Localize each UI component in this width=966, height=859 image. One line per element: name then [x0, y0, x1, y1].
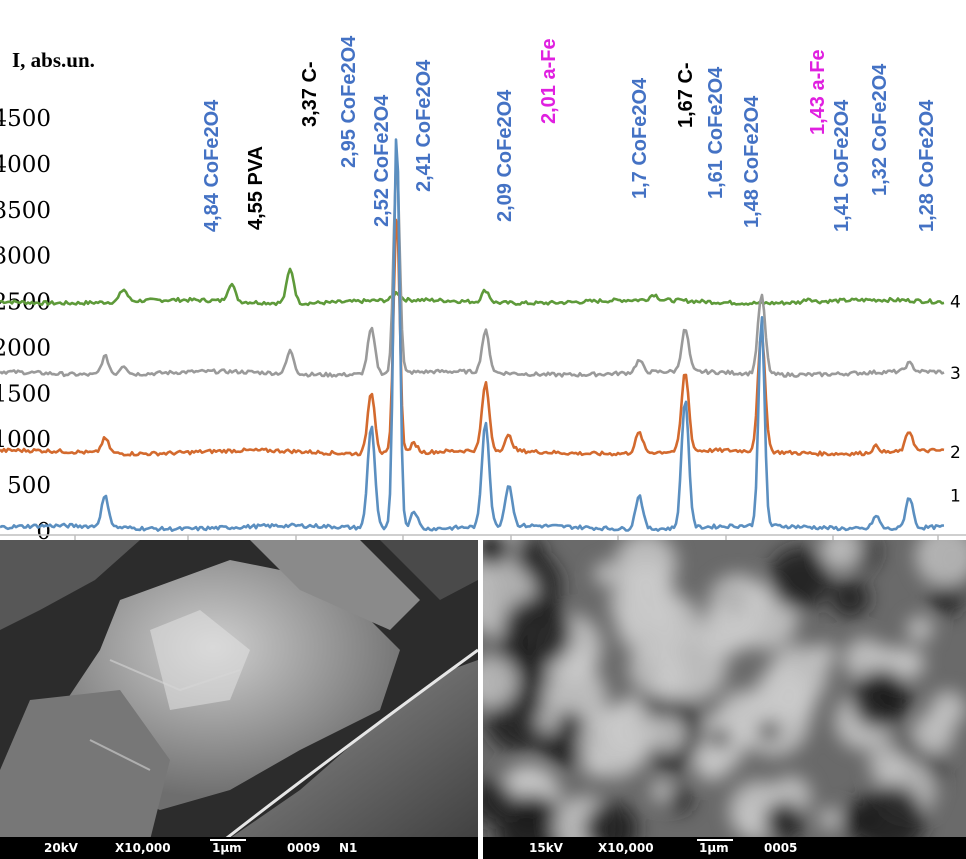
peak-label: 1,32 CoFe2O4 — [869, 63, 891, 196]
sem-particle — [483, 540, 511, 567]
sem-particle — [844, 638, 886, 680]
sem-magnification: X10,000 — [115, 841, 171, 855]
peak-label: 3,37 C- — [299, 61, 321, 127]
sem-info-bar-right: 15kV X10,000 1µm 0005 — [483, 837, 966, 859]
y-axis-ticks: 050010001500200025003000350040004500 — [0, 106, 51, 540]
y-tick-label: 4500 — [0, 106, 51, 132]
sem-particle — [769, 548, 831, 610]
sem-particle — [698, 607, 748, 657]
sem-image-left: 20kV X10,000 1µm 0009 N1 — [0, 540, 478, 859]
sem-particle — [759, 721, 779, 741]
sem-particle — [649, 715, 687, 753]
sem-particle — [710, 728, 730, 748]
y-axis-label: I, abs.un. — [12, 48, 95, 72]
sem-particle — [764, 801, 804, 841]
series-line-2 — [0, 218, 945, 457]
sem-magnification: X10,000 — [598, 841, 654, 855]
sem-particle — [536, 709, 560, 733]
peak-label: 2,01 a-Fe — [538, 38, 560, 124]
series-number-label: 1 — [950, 486, 961, 506]
sem-particle — [819, 808, 841, 830]
sem-image-number: 0005 — [764, 841, 798, 855]
sem-particle — [483, 779, 514, 823]
sem-particle — [831, 579, 869, 617]
sem-right-picture — [483, 540, 966, 859]
sem-particle — [502, 597, 572, 667]
peak-label: 1,43 a-Fe — [807, 49, 829, 135]
sem-scale-label: 1µm — [212, 841, 242, 855]
series-line-3 — [0, 164, 945, 378]
sem-particle — [651, 666, 687, 702]
sem-particle — [812, 643, 836, 667]
series-line-4 — [0, 267, 945, 307]
sem-particle — [565, 649, 597, 681]
sem-left-picture — [0, 540, 478, 859]
sem-particle — [869, 744, 907, 782]
y-tick-label: 500 — [7, 473, 51, 499]
sem-voltage: 15kV — [529, 841, 563, 855]
sem-particle — [594, 562, 618, 586]
sem-particle — [907, 616, 933, 642]
sem-info-bar-left: 20kV X10,000 1µm 0009 N1 — [0, 837, 478, 859]
peak-label: 2,52 CoFe2O4 — [371, 94, 393, 227]
sem-particle — [579, 708, 649, 778]
sem-particle — [821, 540, 863, 570]
sem-scale-label: 1µm — [699, 841, 729, 855]
series-number-label: 4 — [950, 293, 961, 313]
y-tick-label: 2000 — [0, 335, 51, 361]
sem-particle — [916, 540, 966, 587]
sem-particle — [651, 780, 673, 802]
peak-label: 4,55 PVA — [245, 146, 267, 230]
sem-particle — [511, 540, 543, 568]
sem-particle — [851, 669, 911, 729]
sem-particle — [912, 713, 954, 755]
sem-particle — [929, 581, 963, 615]
series-number-label: 2 — [950, 443, 961, 463]
scale-bar — [697, 839, 733, 841]
peak-label: 1,48 CoFe2O4 — [741, 95, 763, 228]
scale-bar — [210, 839, 246, 841]
peak-label: 1,28 CoFe2O4 — [916, 99, 938, 232]
series-number-label: 3 — [950, 364, 961, 384]
sem-particle — [512, 804, 544, 836]
peak-label: 1,41 CoFe2O4 — [831, 99, 853, 232]
sem-image-right: 15kV X10,000 1µm 0005 — [483, 540, 966, 859]
peak-label: 1,67 C- — [675, 62, 697, 128]
sem-image-number: 0009 — [287, 841, 321, 855]
peak-label: 2,95 CoFe2O4 — [338, 35, 360, 168]
sem-particle — [668, 788, 692, 812]
series-group: 4 3 2 1 — [0, 138, 961, 533]
peak-label: 1,61 CoFe2O4 — [705, 66, 727, 199]
y-tick-label: 1500 — [0, 381, 51, 407]
sem-particle — [483, 656, 518, 708]
sem-voltage: 20kV — [44, 841, 78, 855]
series-line-1 — [0, 138, 945, 533]
peak-label: 1,7 CoFe2O4 — [629, 77, 651, 199]
peak-label: 2,09 CoFe2O4 — [494, 89, 516, 222]
y-tick-label: 3500 — [0, 198, 51, 224]
y-tick-label: 3000 — [0, 244, 51, 270]
sem-sample-label: N1 — [339, 841, 358, 855]
peak-label: 2,41 CoFe2O4 — [413, 59, 435, 192]
x-axis — [0, 534, 966, 540]
sem-particle — [774, 680, 802, 708]
y-tick-label: 0 — [36, 519, 51, 540]
xrd-chart: I, abs.un. 05001000150020002500300035004… — [0, 35, 966, 540]
y-tick-label: 4000 — [0, 152, 51, 178]
peak-label: 4,84 CoFe2O4 — [201, 99, 223, 232]
peak-labels: 4,84 CoFe2O4 4,55 PVA 3,37 C- 2,95 CoFe2O4 2… — [201, 35, 938, 232]
sem-particle — [610, 569, 678, 637]
